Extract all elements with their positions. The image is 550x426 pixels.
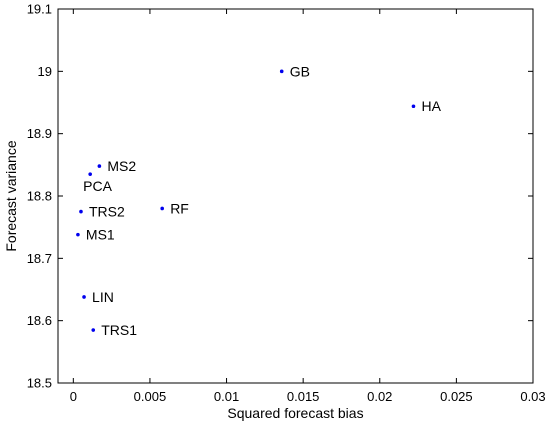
y-tick-label: 19: [38, 64, 52, 79]
point-label-pca: PCA: [83, 178, 112, 194]
y-tick-label: 18.9: [27, 126, 52, 141]
point-label-rf: RF: [170, 200, 189, 216]
point-label-trs1: TRS1: [101, 322, 137, 338]
data-point-trs2: [79, 209, 83, 214]
x-tick-label: 0.02: [367, 389, 392, 404]
y-tick-label: 18.5: [27, 376, 52, 391]
point-label-ms1: MS1: [86, 227, 115, 243]
x-tick-label: 0: [70, 389, 77, 404]
y-tick-label: 18.7: [27, 251, 52, 266]
data-point-ha: [411, 104, 416, 109]
data-point-lin: [82, 295, 86, 299]
y-tick-label: 19.1: [27, 2, 52, 17]
x-tick-label: 0.01: [214, 389, 239, 404]
point-label-trs2: TRS2: [89, 204, 125, 220]
data-point-gb: [279, 69, 284, 74]
data-points: GB HA MS2 PCA TRS2 RF MS1 LIN TRS1: [76, 63, 442, 338]
y-tick-label: 18.8: [27, 189, 52, 204]
y-axis-label: Forecast variance: [3, 140, 19, 251]
data-point-trs1: [91, 328, 96, 332]
data-point-rf: [160, 206, 164, 211]
x-tick-label: 0.03: [520, 389, 545, 404]
point-label-gb: GB: [290, 63, 310, 79]
x-tick-label: 0.005: [134, 389, 167, 404]
y-tick-label: 18.6: [27, 313, 52, 328]
x-tick-label: 0.015: [287, 389, 320, 404]
data-point-ms2: [97, 164, 102, 168]
x-axis-label: Squared forecast bias: [227, 405, 363, 421]
x-tick-label: 0.025: [440, 389, 473, 404]
point-label-ms2: MS2: [107, 158, 136, 174]
data-point-pca: [88, 172, 92, 176]
y-axis-ticks: 18.5 18.6 18.7 18.8 18.9 19 19.1: [27, 2, 533, 391]
data-point-ms1: [76, 232, 80, 237]
x-axis-ticks: 0 0.005 0.01 0.015 0.02 0.025 0.03: [70, 9, 546, 404]
point-label-lin: LIN: [92, 289, 114, 305]
point-label-ha: HA: [421, 98, 441, 114]
